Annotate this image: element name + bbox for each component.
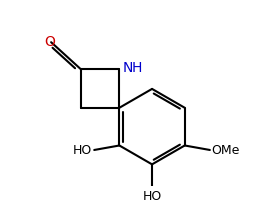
Text: OMe: OMe	[212, 144, 240, 157]
Text: O: O	[44, 35, 55, 49]
Text: N: N	[123, 61, 133, 75]
Text: H: H	[132, 61, 142, 75]
Text: HO: HO	[73, 144, 92, 157]
Text: HO: HO	[143, 189, 162, 202]
